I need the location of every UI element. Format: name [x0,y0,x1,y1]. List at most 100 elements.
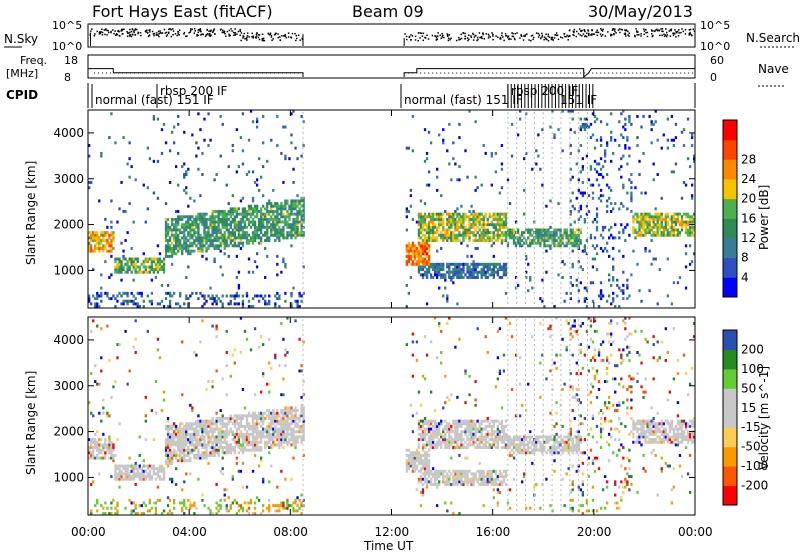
power-cell [300,210,303,213]
velocity-cell [247,443,251,447]
power-cell [448,162,451,166]
velocity-cell [282,430,285,434]
velocity-cell [170,427,174,431]
power-cell [229,207,232,211]
power-cell [624,239,627,242]
noise-point [610,33,612,36]
power-cell [482,270,485,274]
power-cell [583,220,587,224]
power-cell [692,252,696,256]
power-cell [607,228,611,232]
power-cell [96,241,99,245]
power-cell [162,262,166,266]
power-cell [622,228,625,232]
power-cell [484,239,487,242]
power-cell [502,233,506,237]
power-cell [421,241,425,245]
power-cell [605,241,609,245]
velocity-cell [166,464,170,468]
power-cell [460,220,463,224]
power-cell [490,223,493,227]
power-cell [205,217,208,221]
power-cell [535,233,538,237]
velocity-cell [243,329,247,333]
power-cell [88,231,91,235]
power-cell [466,215,469,219]
power-cell [518,236,522,240]
power-cell [168,246,172,250]
power-cell [565,291,568,295]
velocity-cell [96,501,99,505]
power-cell [516,133,520,137]
power-cell [448,273,451,277]
power-cell [436,231,439,235]
power-cell [150,260,154,264]
velocity-cell [168,427,172,431]
power-cell [120,294,123,298]
power-cell [164,217,168,221]
velocity-cell [243,446,247,449]
power-cell [268,210,271,213]
power-cell [666,228,669,232]
power-cell [514,276,518,279]
power-cell [197,297,200,301]
velocity-cell [136,512,139,515]
power-cell [302,144,305,147]
power-cell [470,254,473,258]
power-cell [583,297,587,301]
station-title: Fort Hays East (fitACF) [92,2,273,21]
power-cell [294,225,297,229]
power-cell [486,220,489,224]
velocity-cell [266,506,269,510]
power-cell [642,223,645,227]
power-cell [158,260,162,264]
power-cell [452,239,455,242]
power-cell [239,217,243,221]
power-cell [266,217,269,221]
power-cell [427,262,431,266]
power-cell [164,141,168,145]
velocity-cell [219,435,222,439]
power-cell [120,270,123,274]
power-cell [474,262,477,266]
power-cell [575,239,578,242]
power-cell [638,228,641,232]
power-cell [484,231,487,235]
power-cell [98,199,101,203]
power-cell [166,254,170,258]
power-cell [170,252,174,256]
power-cell [255,207,259,211]
power-cell [217,228,220,232]
velocity-cell [251,438,255,442]
velocity-cell [253,501,257,505]
noise-point [651,33,653,35]
velocity-cell [292,443,295,447]
velocity-cell [179,451,182,455]
power-cell [605,183,609,187]
power-cell [122,136,125,140]
power-cell [433,262,437,266]
velocity-cell [211,432,214,436]
velocity-cell [98,472,101,476]
velocity-cell [166,435,170,439]
power-cell [211,228,214,232]
noise-point [492,38,494,41]
velocity-cell [233,498,237,502]
power-cell [553,305,556,308]
power-cell [195,217,198,221]
velocity-cell [199,443,202,447]
power-cell [156,159,160,163]
power-cell [529,239,532,242]
power-cell [300,215,303,219]
power-cell [486,239,489,242]
velocity-cell [144,419,147,423]
power-cell [104,244,107,248]
power-cell [217,244,220,248]
power-cell [142,260,145,264]
power-cell [442,265,445,269]
velocity-cell [191,438,194,442]
power-cell [223,241,226,245]
power-cell [579,281,582,285]
power-cell [217,231,220,235]
power-cell [599,144,603,147]
